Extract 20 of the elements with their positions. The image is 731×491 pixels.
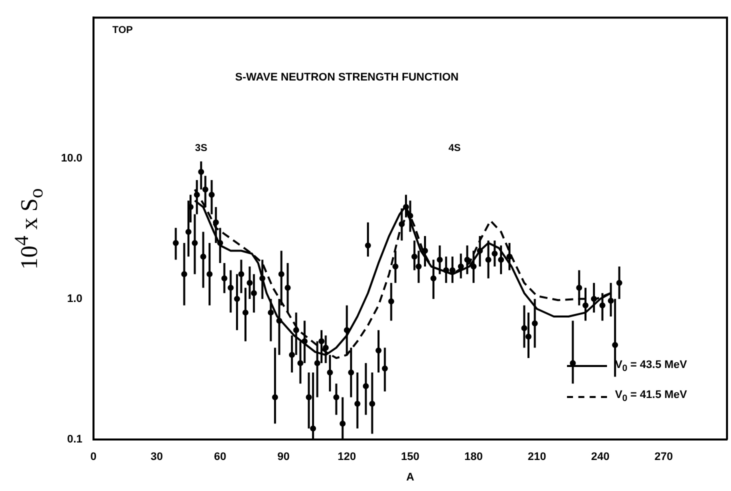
x-tick-label: 0 <box>90 451 96 464</box>
x-tick-label: 270 <box>654 451 673 464</box>
annotation: TOP <box>112 25 134 36</box>
x-axis-title: A <box>406 471 414 484</box>
x-tick-label: 210 <box>528 451 546 464</box>
text: S-WAVE NEUTRON STRENGTH FUNCTION <box>235 72 459 84</box>
x-tick-label: 90 <box>277 451 290 464</box>
x-tick-label: 240 <box>591 451 610 464</box>
x-tick-label: 120 <box>338 451 356 464</box>
y-tick-label: 0.1 <box>67 434 82 446</box>
x-tick-label: 150 <box>401 451 420 464</box>
x-tick-label: 60 <box>214 451 226 464</box>
legend-label: V$_{0}$ = 41.5 MeV <box>614 389 687 404</box>
legend-label: V$_{0}$ = 43.5 MeV <box>614 359 687 374</box>
x-tick-label: 180 <box>464 451 483 464</box>
y-tick-label: 1.0 <box>67 292 82 305</box>
x-tick-label: 30 <box>150 451 163 464</box>
y-tick-label: 10.0 <box>60 152 82 164</box>
annotation: 4S <box>448 143 461 154</box>
annotation: 3S <box>195 143 208 154</box>
